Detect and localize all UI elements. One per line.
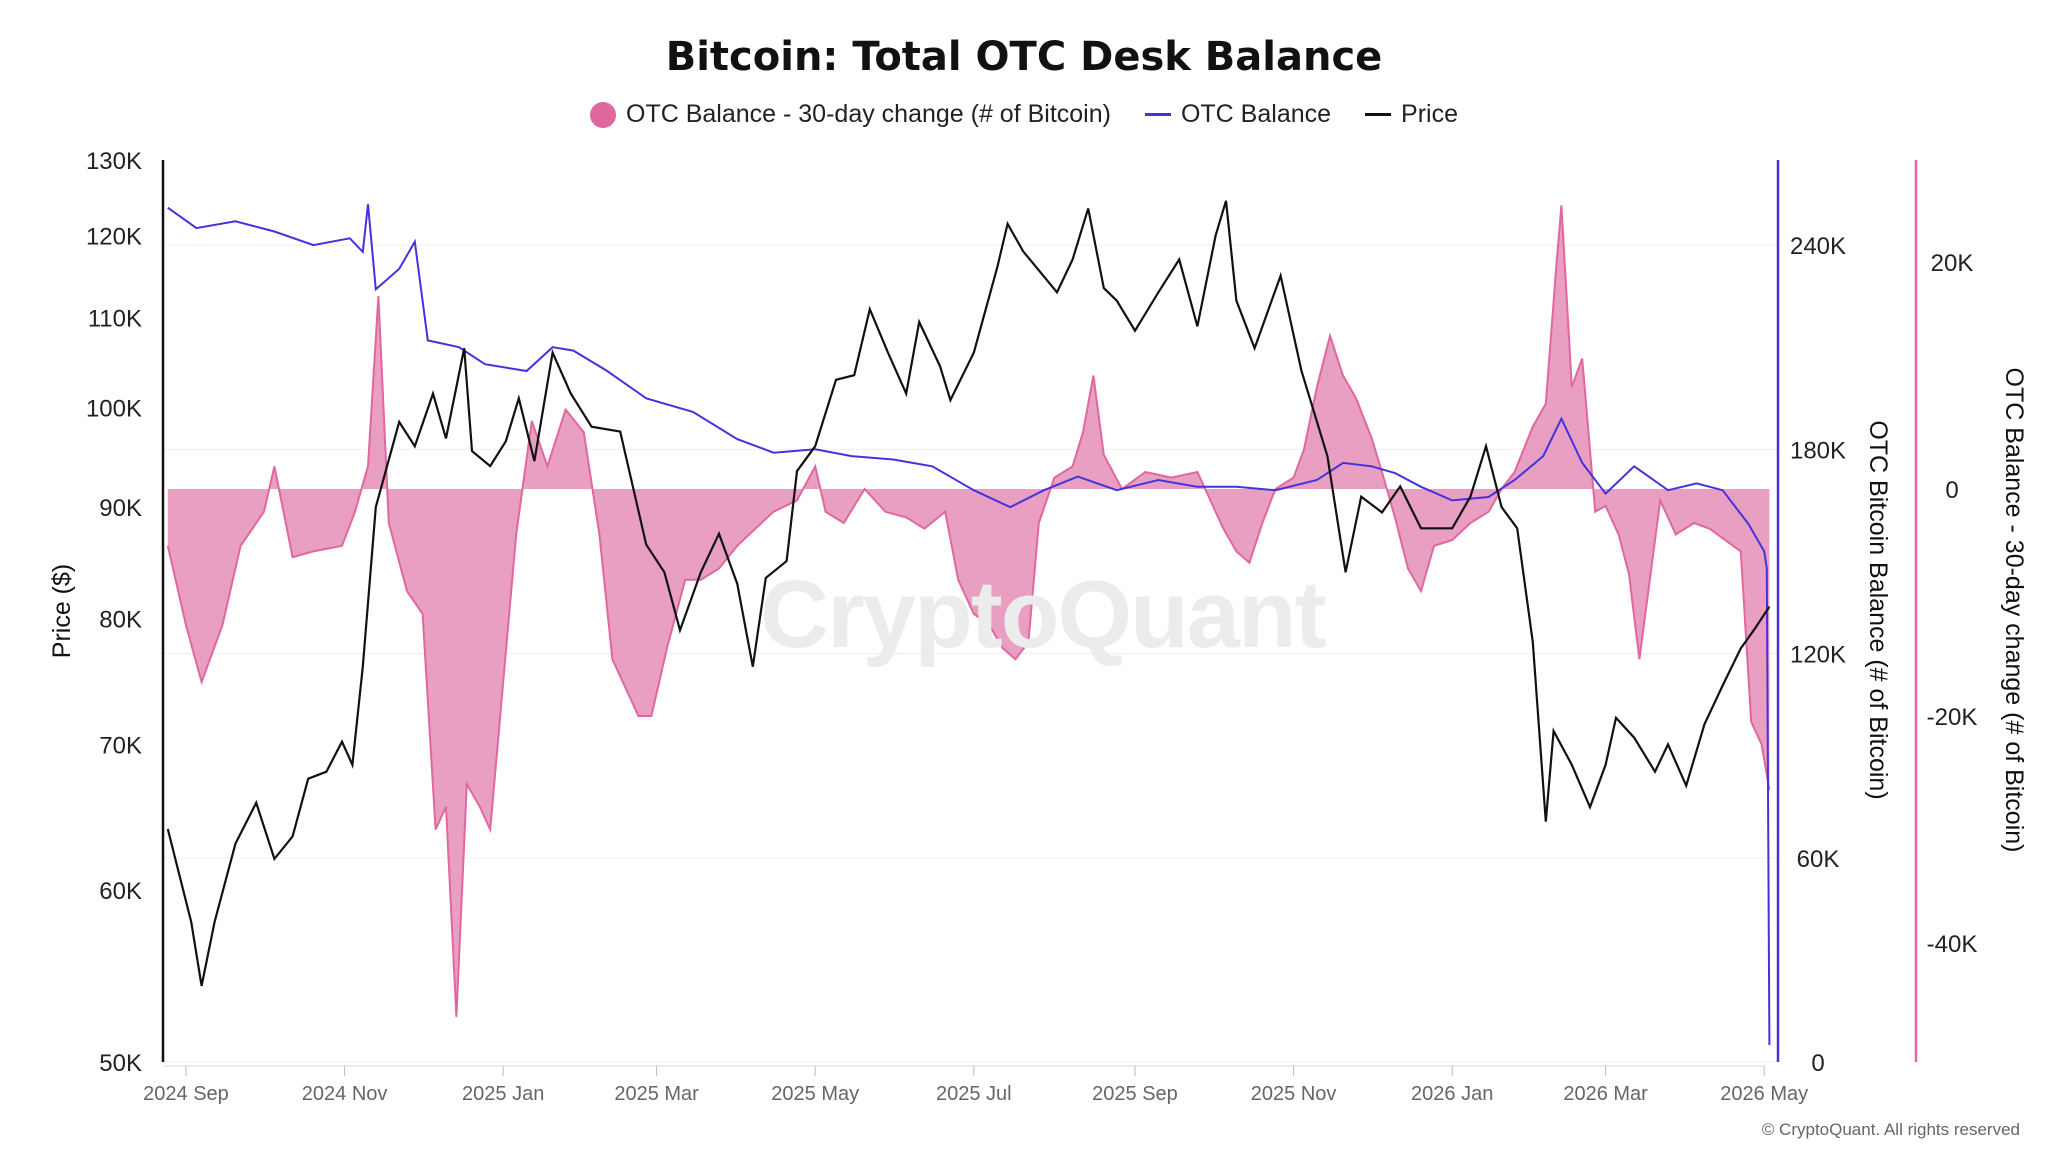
y-right2-tick-label: -40K — [1927, 931, 1978, 958]
x-tick-label: 2025 Sep — [1092, 1083, 1178, 1105]
y-right2-tick-label: 0 — [1945, 477, 1958, 504]
y-right1-tick-label: 0 — [1811, 1050, 1824, 1077]
x-tick-label: 2025 Nov — [1251, 1083, 1337, 1105]
x-tick-label: 2025 May — [771, 1083, 859, 1105]
otc-change-area — [167, 205, 1770, 1017]
y-left-tick-label: 50K — [99, 1050, 142, 1077]
legend-label-otc-balance: OTC Balance — [1180, 100, 1332, 128]
price-line — [166, 200, 1771, 987]
y-left-tick-label: 70K — [99, 732, 142, 759]
legend-swatch-otc-balance — [1144, 113, 1171, 116]
y-right1-tick-label: 180K — [1790, 437, 1846, 464]
x-tick-label: 2025 Mar — [614, 1083, 699, 1105]
y-left-tick-label: 90K — [99, 495, 142, 522]
y-left-tick-label: 120K — [86, 224, 142, 251]
legend-swatch-otc-change — [590, 101, 616, 128]
y-left-tick-label: 80K — [99, 606, 142, 633]
x-tick-label: 2024 Sep — [143, 1083, 229, 1105]
legend-label-price: Price — [1401, 100, 1458, 128]
otc-change-line — [166, 205, 1771, 1017]
watermark: CryptoQuant — [760, 561, 1327, 668]
y-left-tick-label: 60K — [99, 878, 142, 905]
x-tick-label: 2026 Mar — [1563, 1083, 1648, 1105]
y-right2-axis-title: OTC Balance - 30-day change (# of Bitcoi… — [2000, 368, 2028, 853]
legend-item-otc-balance[interactable]: OTC Balance — [1144, 100, 1332, 129]
legend-item-price[interactable]: Price — [1365, 100, 1458, 129]
legend-label-otc-change: OTC Balance - 30-day change (# of Bitcoi… — [626, 100, 1111, 128]
x-tick-label: 2026 Jan — [1411, 1083, 1493, 1105]
y-right2-tick-label: 20K — [1931, 250, 1974, 277]
x-tick-label: 2026 May — [1720, 1083, 1808, 1105]
y-left-tick-label: 100K — [86, 396, 142, 423]
y-right1-axis-title: OTC Bitcoin Balance (# of Bitcoin) — [1864, 420, 1892, 799]
x-tick-label: 2025 Jul — [936, 1083, 1012, 1105]
y-right1-tick-label: 120K — [1790, 642, 1846, 669]
y-right2-tick-label: -20K — [1927, 704, 1978, 731]
x-tick-label: 2025 Jan — [462, 1083, 544, 1105]
y-right1-tick-label: 240K — [1790, 233, 1846, 260]
legend-item-otc-change[interactable]: OTC Balance - 30-day change (# of Bitcoi… — [590, 100, 1111, 129]
copyright: © CryptoQuant. All rights reserved — [1761, 1120, 2020, 1139]
otc-balance-line — [167, 204, 1771, 1046]
chart-title: Bitcoin: Total OTC Desk Balance — [665, 34, 1383, 80]
y-left-tick-label: 130K — [86, 148, 142, 175]
legend-swatch-price — [1365, 113, 1392, 116]
y-left-axis-title: Price ($) — [48, 564, 76, 658]
x-tick-label: 2024 Nov — [302, 1083, 388, 1105]
legend: OTC Balance - 30-day change (# of Bitcoi… — [0, 100, 2048, 129]
y-right1-tick-label: 60K — [1797, 846, 1840, 873]
y-left-tick-label: 110K — [88, 306, 142, 333]
